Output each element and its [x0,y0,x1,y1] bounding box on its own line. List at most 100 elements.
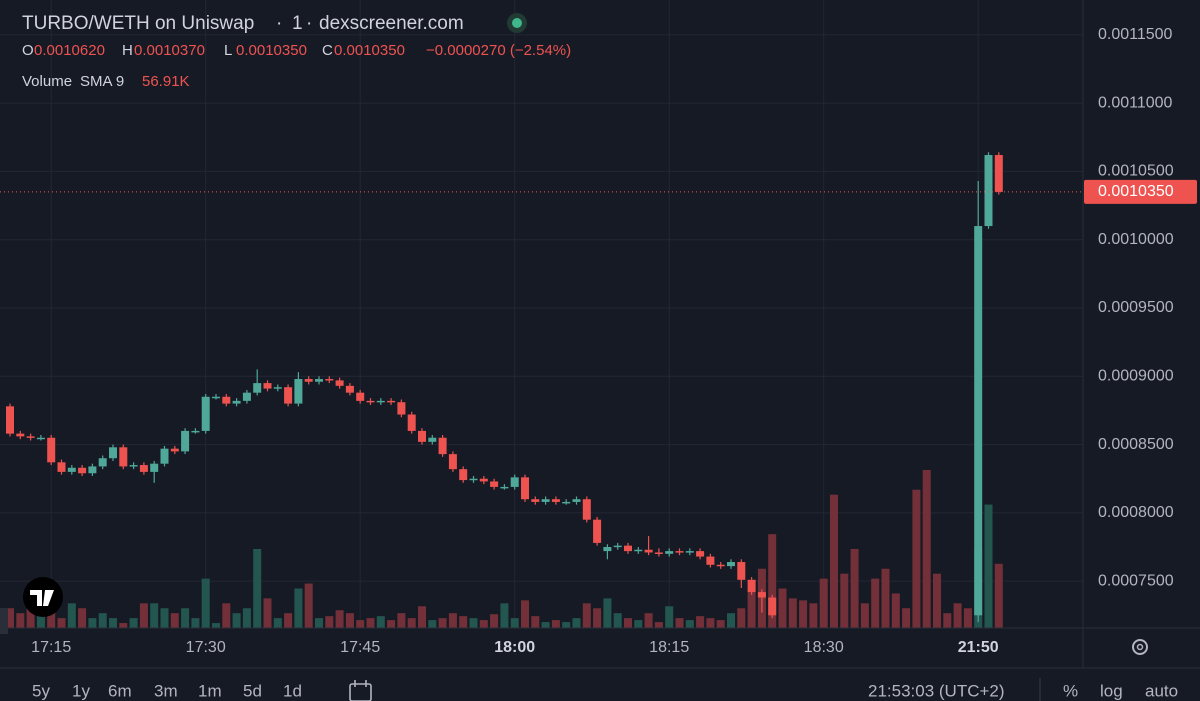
candle-body [448,454,457,470]
candle-body [696,551,705,557]
volume-bar [438,618,447,628]
volume-bar [778,588,787,628]
candle-body [675,551,684,553]
candle-body [304,379,313,382]
gear-center[interactable] [1136,643,1144,651]
candle-body [984,155,993,227]
timeframe-button[interactable]: 1d [283,681,302,700]
candle-body [757,592,766,598]
x-tick-label: 17:30 [186,639,226,656]
volume-bar [551,620,560,628]
volume-bar [809,603,818,628]
timeframe-button[interactable]: 5y [32,681,50,700]
volume-bar [850,549,859,628]
candle-body [510,477,519,487]
scale-option[interactable]: auto [1145,681,1178,700]
volume-bar [593,608,602,628]
candle-body [67,467,76,472]
candle-body [315,379,323,382]
candle-body [407,414,416,431]
volume-bar [98,613,107,628]
volume-bar [407,618,416,628]
volume-bar [510,618,519,628]
candle-body [747,579,756,593]
calendar-frame[interactable] [349,683,372,701]
candle-body [479,478,488,482]
candle-body [768,597,777,616]
y-tick-label: 0.0011000 [1098,94,1173,111]
volume-bar [984,504,993,628]
scale-option[interactable]: log [1100,681,1123,700]
scale-option[interactable]: % [1063,681,1078,700]
gear-icon[interactable] [1132,639,1148,655]
candle-body [469,478,478,481]
candle-body [78,467,87,474]
volume-bar [490,614,499,628]
timeframe-button[interactable]: 6m [108,681,132,700]
settings-gear[interactable] [1132,639,1148,655]
y-tick-label: 0.0009500 [1098,299,1174,316]
y-tick-label: 0.0010500 [1098,163,1174,180]
logo-bg[interactable] [23,577,63,617]
volume-bar [500,603,509,628]
volume-bar [819,578,828,628]
volume-bar [644,613,653,628]
timeframe-button[interactable]: 5d [243,681,262,700]
volume-bar [139,603,148,628]
volume-pane [6,470,1003,628]
x-tick-label: 18:30 [804,639,844,656]
logo[interactable] [23,577,63,617]
volume-label: Volume [22,73,72,90]
side-toggle[interactable] [0,608,8,634]
candle-body [201,396,210,431]
candle-body [222,396,231,404]
candle-body [397,402,406,415]
candle-body [6,406,14,434]
candle-body [531,499,540,502]
x-tick-label: 17:15 [31,639,71,656]
logo-mark[interactable] [30,590,54,606]
volume-bar [521,600,529,628]
timeframe-button[interactable]: 1m [198,681,222,700]
candle-body [541,499,550,502]
interval[interactable]: 1 [292,13,303,34]
volume-bar [47,608,56,628]
calendar-icon[interactable] [349,680,372,701]
volume-bar [603,598,612,628]
candle-body [521,477,529,500]
volume-bar [16,613,25,628]
last-price-label: 0.0010350 [1098,183,1174,200]
volume-bar [273,618,282,628]
candle-body [366,400,375,403]
y-tick-label: 0.0010000 [1098,231,1174,248]
timeframe-button[interactable]: 3m [154,681,178,700]
candle-body [459,469,468,481]
volume-bar [634,620,643,628]
ohlc-legend: O 0.0010620 H 0.0010370 L 0.0010350 C 0.0010350… [22,42,571,59]
volume-bar [67,603,76,628]
volume-bar [222,603,231,628]
candle-body [253,383,262,393]
candle-body [160,448,169,464]
volume-bar [109,618,117,628]
volume-bar [696,616,705,628]
volume-bar [57,618,66,628]
candle-body [119,447,128,467]
volume-bar [356,620,365,628]
candle-body [284,387,293,404]
volume-bar [284,613,293,628]
ohlc-value: 0.0010620 [34,42,105,59]
volume-bar [469,618,478,628]
volume-bar [737,608,746,628]
volume-bar [181,608,190,628]
candle-body [356,392,365,401]
x-tick-label: 18:00 [494,639,535,656]
timeframe-button[interactable]: 1y [72,681,90,700]
volume-bar [768,534,777,628]
volume-bar [933,573,941,628]
volume-bar [160,608,169,628]
candle-body [26,436,35,438]
candle-body [706,556,715,565]
volume-bar [922,470,931,628]
